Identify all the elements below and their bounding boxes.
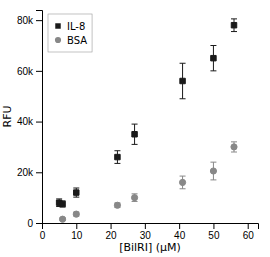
point [231,144,237,150]
x-tick-label: 0 [40,230,46,241]
point [131,195,137,201]
x-tick-mark [111,223,112,229]
error-bar [114,151,120,164]
x-axis-title: [BilRI] (μM) [119,241,181,254]
y-tick-mark [36,122,42,123]
y-tick-label: 40k [17,116,34,127]
error-bar [210,46,216,71]
y-tick-mark [36,20,42,21]
x-tick-label: 20 [106,230,118,241]
x-tick: 60 [243,223,255,241]
x-tick-label: 60 [243,230,255,241]
chart: 0 10 20 30 40 50 60 0 20k 40k 60k 80k IL-8 BSA [BilRI]… [0,0,270,257]
y-axis-title: RFU [1,105,14,127]
legend-marker [55,37,61,43]
x-tick: 20 [106,223,118,241]
plot: 0 10 20 30 40 50 60 0 20k 40k 60k 80k IL-8 BSA [17,11,259,242]
point [115,154,120,159]
y-tick: 20k [17,167,42,178]
x-tick-label: 30 [140,230,152,241]
x-tick: 50 [208,223,220,241]
error-bar [132,194,138,202]
error-bar [73,188,79,197]
x-tick: 0 [40,223,46,241]
point [180,78,185,83]
x-tick-label: 50 [208,230,220,241]
y-tick: 0 [27,218,42,229]
series [59,142,237,222]
y-tick-mark [36,172,42,173]
error-bar [180,176,186,189]
x-tick: 40 [174,223,186,241]
y-tick-label: 0 [27,218,33,229]
x-axis: 0 10 20 30 40 50 60 [40,223,259,241]
point [73,211,79,217]
x-tick-mark [76,223,77,229]
y-tick-label: 20k [17,167,34,178]
x-tick-label: 40 [174,230,186,241]
legend: IL-8 BSA [48,14,92,52]
point [179,179,185,185]
x-tick-mark [213,223,214,229]
point [210,168,216,174]
y-axis-line [36,11,43,224]
error-bar [231,142,237,152]
error-bar [60,201,66,207]
point [132,132,137,137]
error-bar [180,63,186,99]
x-axis-line [43,224,259,230]
point [74,190,79,195]
error-bar [114,203,120,208]
legend-frame [48,14,92,52]
point [211,55,216,60]
y-tick: 40k [17,116,42,127]
x-tick-mark [179,223,180,229]
point [231,22,236,27]
legend-label: IL-8 [67,21,85,32]
legend-label: BSA [67,35,87,46]
point [60,201,65,206]
y-tick-label: 80k [17,15,34,26]
point [59,216,65,222]
x-tick: 30 [140,223,152,241]
y-axis: 0 20k 40k 60k 80k [17,11,43,229]
x-tick: 10 [71,223,83,241]
error-bar [132,124,138,144]
error-bar [210,162,216,180]
legend-marker [55,23,60,28]
x-tick-mark [145,223,146,229]
error-bar [231,19,237,32]
y-tick-mark [36,71,42,72]
point [114,202,120,208]
x-tick-mark [248,223,249,229]
y-tick: 80k [17,15,42,26]
y-tick-mark [36,223,42,224]
x-tick-label: 10 [71,230,83,241]
y-tick-label: 60k [17,66,34,77]
y-tick: 60k [17,66,42,77]
